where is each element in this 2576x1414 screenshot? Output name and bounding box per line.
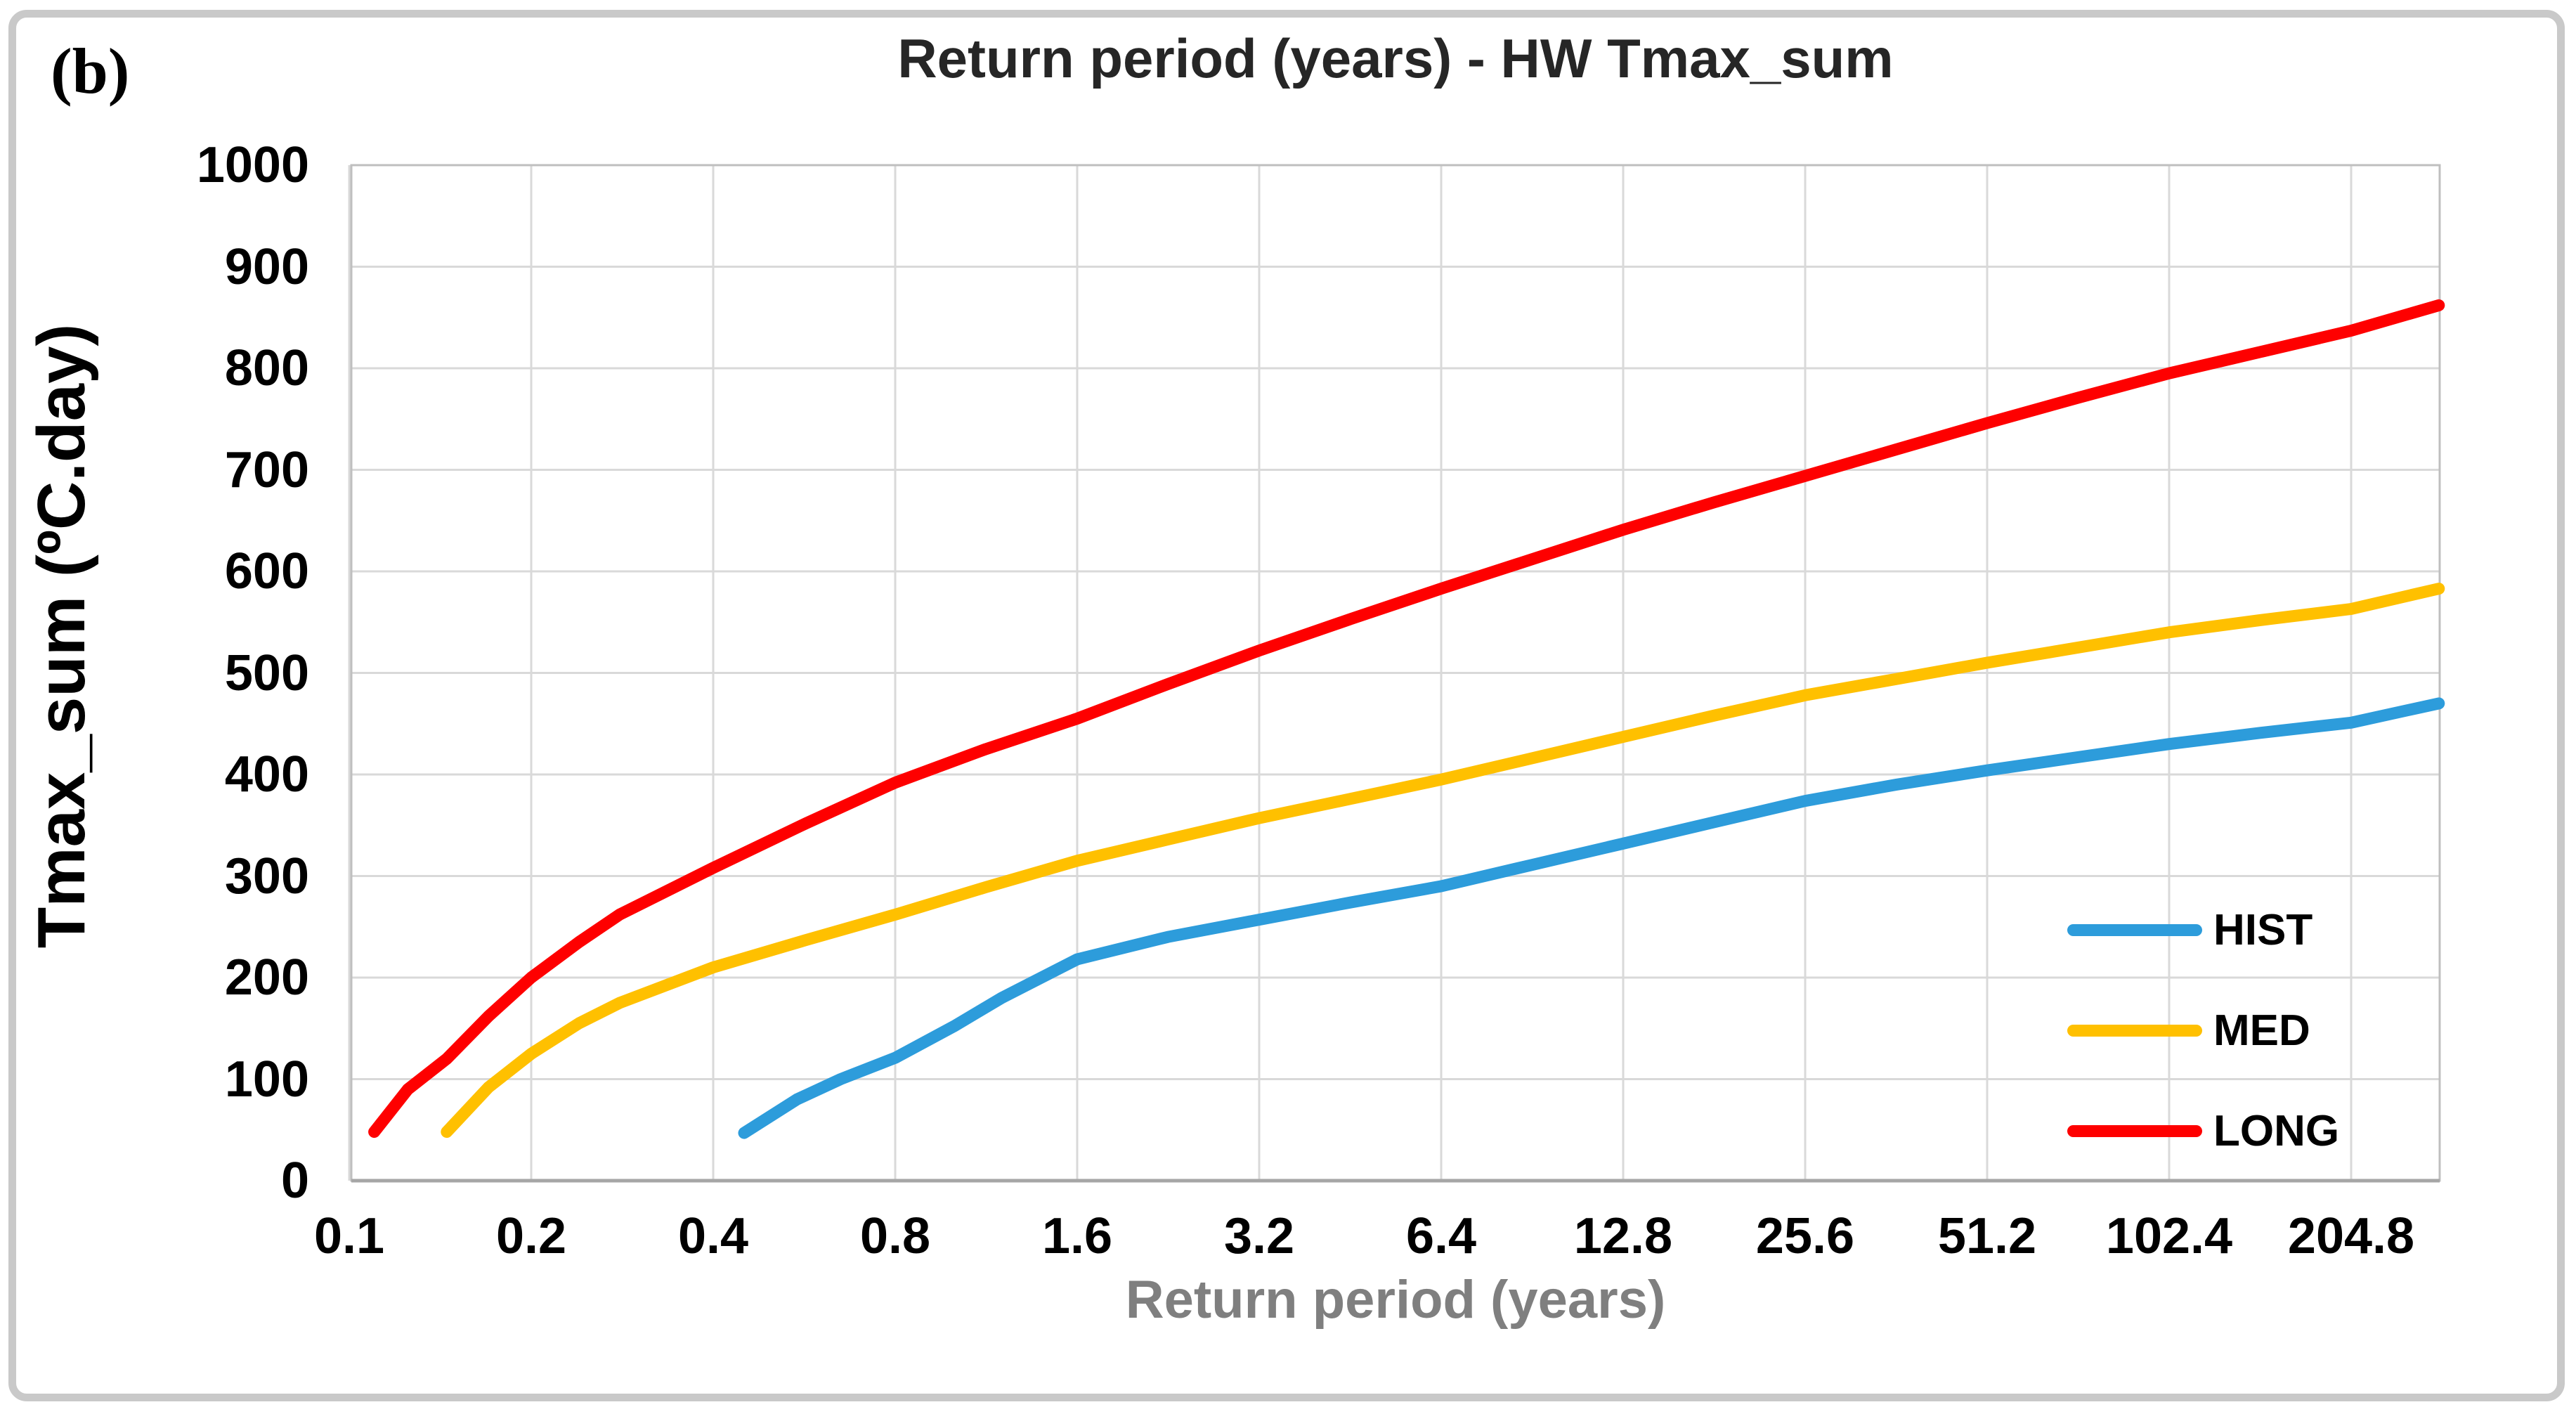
y-tick-label: 1000 (196, 137, 309, 193)
x-axis-title: Return period (years) (1125, 1270, 1666, 1330)
series-line-hist (738, 697, 2445, 1139)
series-line-med (441, 583, 2445, 1139)
y-tick-label: 400 (224, 746, 309, 803)
y-tick-label: 800 (224, 340, 309, 396)
x-tick-label: 0.1 (313, 1208, 385, 1264)
legend-item-med: MED (2067, 980, 2339, 1081)
legend-swatch-hist (2067, 924, 2202, 936)
x-tick-label: 1.6 (1041, 1208, 1113, 1264)
x-tick-label: 0.2 (495, 1208, 567, 1264)
x-tick-label: 102.4 (2105, 1208, 2233, 1264)
y-tick-label: 200 (224, 949, 309, 1006)
y-tick-label: 300 (224, 848, 309, 904)
series-line-long (368, 299, 2445, 1139)
y-tick-label: 600 (224, 543, 309, 599)
legend-label-med: MED (2213, 1006, 2310, 1055)
panel-label: (b) (51, 35, 130, 107)
legend-item-hist: HIST (2067, 880, 2339, 980)
legend-item-long: LONG (2067, 1081, 2339, 1181)
legend-swatch-med (2067, 1025, 2202, 1037)
y-tick-label: 700 (224, 441, 309, 498)
y-tick-label: 500 (224, 644, 309, 701)
x-tick-label: 0.4 (677, 1208, 749, 1264)
legend-label-long: LONG (2213, 1107, 2340, 1155)
x-tick-label: 12.8 (1573, 1208, 1673, 1264)
legend-swatch-long (2067, 1125, 2202, 1137)
chart-title: Return period (years) - HW Tmax_sum (897, 27, 1894, 89)
y-tick-label: 900 (224, 238, 309, 295)
legend-label-hist: HIST (2213, 906, 2313, 954)
x-tick-label: 51.2 (1937, 1208, 2037, 1264)
x-tick-label: 204.8 (2287, 1208, 2415, 1264)
x-tick-label: 25.6 (1755, 1208, 1855, 1264)
legend: HIST MED LONG (2067, 880, 2339, 1181)
y-tick-label: 0 (280, 1153, 309, 1209)
x-tick-label: 6.4 (1405, 1208, 1477, 1264)
x-tick-label: 0.8 (859, 1208, 931, 1264)
y-tick-label: 100 (224, 1051, 309, 1108)
x-tick-label: 3.2 (1223, 1208, 1295, 1264)
